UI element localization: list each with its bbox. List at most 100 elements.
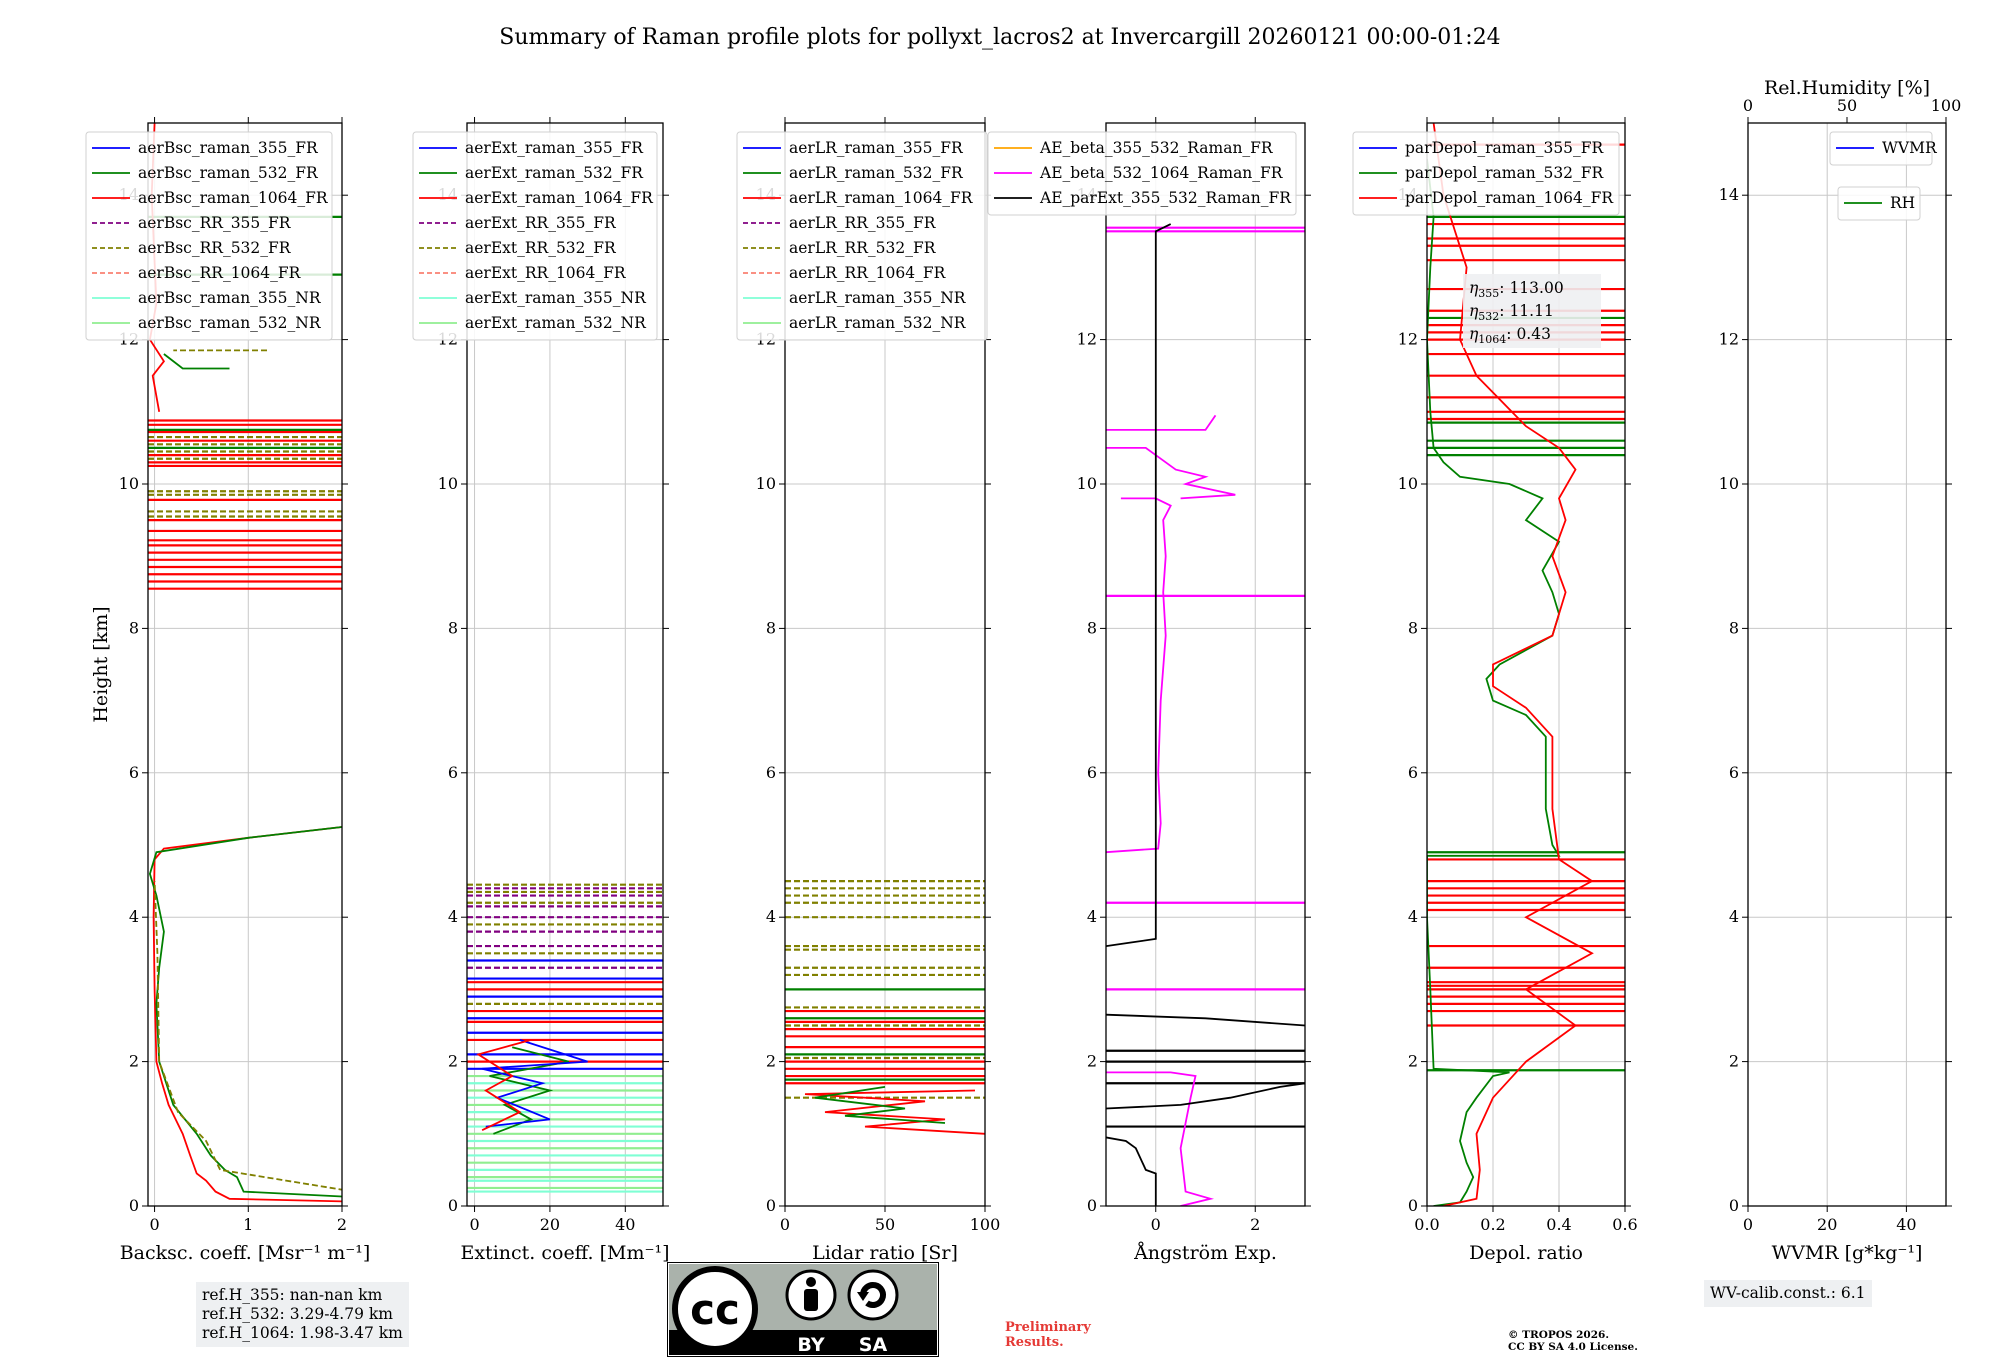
legend-label: aerLR_raman_532_NR xyxy=(789,314,967,332)
y-tick-label: 0 xyxy=(448,1196,458,1215)
series-line xyxy=(148,826,342,1198)
y-tick-label: 4 xyxy=(766,907,776,926)
y-axis-label: Height [km] xyxy=(90,606,112,722)
legend-box xyxy=(1829,131,1933,166)
y-tick-label: 6 xyxy=(129,763,139,782)
series-line xyxy=(481,1039,588,1128)
x-tick-label: 40 xyxy=(1896,1215,1916,1234)
legend-label: parDepol_raman_355_FR xyxy=(1405,139,1605,157)
preliminary-line-2: Results. xyxy=(1005,1335,1064,1350)
preliminary-line-1: Preliminary xyxy=(1005,1320,1091,1335)
x-axis-label: WVMR [g*kg⁻¹] xyxy=(1772,1242,1923,1264)
top-x-tick-label: 0 xyxy=(1743,96,1753,115)
y-tick-label: 6 xyxy=(1729,763,1739,782)
legend: aerExt_raman_355_FR aerExt_raman_532_FRae… xyxy=(412,131,658,341)
x-tick-label: 1 xyxy=(243,1215,253,1234)
x-tick-label: 0 xyxy=(780,1215,790,1234)
legend-box xyxy=(412,131,658,341)
legend: WVMR xyxy=(1829,131,1938,166)
series-line xyxy=(1106,1071,1215,1206)
x-tick-label: 20 xyxy=(1817,1215,1837,1234)
legend-label: aerBsc_RR_1064_FR xyxy=(138,264,302,282)
copyright-line-2: CC BY SA 4.0 License. xyxy=(1508,1341,1638,1353)
legend-label: aerLR_raman_355_NR xyxy=(789,289,967,307)
legend-label: aerLR_raman_355_FR xyxy=(789,139,964,157)
legend-label: aerLR_raman_1064_FR xyxy=(789,189,974,207)
series-line xyxy=(1106,1136,1157,1206)
series-line xyxy=(1432,123,1594,1206)
series-line xyxy=(1106,446,1236,500)
copyright-line-1: © TROPOS 2026. xyxy=(1508,1329,1610,1341)
legend: AE_beta_355_532_Raman_FR AE_beta_532_1064… xyxy=(987,131,1297,216)
legend-label: AE_beta_532_1064_Raman_FR xyxy=(1039,164,1284,182)
cc-logo-text: cc xyxy=(690,1285,740,1334)
legend-label: aerBsc_raman_532_NR xyxy=(138,314,322,332)
data-layer xyxy=(467,883,663,1193)
x-axis-label: Ångström Exp. xyxy=(1133,1242,1277,1264)
y-tick-label: 0 xyxy=(129,1196,139,1215)
y-tick-label: 0 xyxy=(766,1196,776,1215)
eta-label: η355: 113.00 xyxy=(1469,279,1564,300)
legend-label: aerExt_raman_355_FR xyxy=(465,139,644,157)
legend-box xyxy=(85,131,333,341)
y-tick-label: 4 xyxy=(1729,907,1739,926)
wv-calibration-box: WV-calib.const.: 6.1 xyxy=(1704,1280,1872,1307)
y-tick-label: 8 xyxy=(129,618,139,637)
legend-label: aerExt_RR_1064_FR xyxy=(465,264,627,282)
legend-box xyxy=(987,131,1297,216)
series-line xyxy=(153,881,342,1191)
legend-box xyxy=(736,131,988,341)
x-tick-label: 100 xyxy=(970,1215,1001,1234)
series-line xyxy=(1106,1013,1305,1027)
data-layer xyxy=(785,879,985,1135)
legend-label: aerBsc_raman_355_NR xyxy=(138,289,322,307)
series-line xyxy=(1427,158,1561,1206)
axes-frame xyxy=(1426,122,1626,1207)
legend-label: aerExt_raman_355_NR xyxy=(465,289,647,307)
x-tick-label: 0.4 xyxy=(1546,1215,1571,1234)
legend: parDepol_raman_355_FR parDepol_raman_532_… xyxy=(1352,131,1620,216)
legend-label: parDepol_raman_532_FR xyxy=(1405,164,1605,182)
panel-bsc: 02468101214012Backsc. coeff. [Msr⁻¹ m⁻¹]… xyxy=(85,117,370,1264)
reference-height-box: ref.H_355: nan-nan km ref.H_532: 3.29-4.… xyxy=(196,1282,409,1347)
panel-lr: 02468101214050100Lidar ratio [Sr]aerLR_r… xyxy=(736,117,1001,1264)
legend-box xyxy=(1352,131,1620,216)
y-tick-label: 14 xyxy=(1719,185,1739,204)
y-tick-label: 12 xyxy=(1719,330,1739,349)
series-line xyxy=(1106,414,1217,431)
top-axis-label: Rel.Humidity [%] xyxy=(1764,77,1930,99)
axes-frame xyxy=(1105,122,1306,1207)
series-line xyxy=(804,1089,985,1135)
y-tick-label: 0 xyxy=(1408,1196,1418,1215)
y-tick-label: 6 xyxy=(448,763,458,782)
x-tick-label: 40 xyxy=(615,1215,635,1234)
legend-label: aerLR_RR_1064_FR xyxy=(789,264,947,282)
legend-label: aerBsc_raman_355_FR xyxy=(138,139,319,157)
legend-label: aerLR_RR_355_FR xyxy=(789,214,937,232)
y-tick-label: 8 xyxy=(766,618,776,637)
chart-title: Summary of Raman profile plots for polly… xyxy=(499,25,1500,50)
eta-label: η1064: 0.43 xyxy=(1469,325,1551,346)
legend-label: aerBsc_raman_532_FR xyxy=(138,164,319,182)
x-tick-label: 0.0 xyxy=(1414,1215,1439,1234)
y-tick-label: 10 xyxy=(119,474,139,493)
top-x-tick-label: 100 xyxy=(1931,96,1962,115)
y-tick-label: 8 xyxy=(1408,618,1418,637)
x-tick-label: 2 xyxy=(337,1215,347,1234)
series-line xyxy=(152,826,342,1203)
top-x-tick-label: 50 xyxy=(1837,96,1857,115)
legend-label: aerBsc_raman_1064_FR xyxy=(138,189,329,207)
series-line xyxy=(814,1086,946,1124)
series-line xyxy=(1106,1082,1305,1110)
data-layer xyxy=(1106,223,1305,1206)
y-tick-label: 2 xyxy=(1729,1052,1739,1071)
legend: aerBsc_raman_355_FR aerBsc_raman_532_FRae… xyxy=(85,131,333,341)
legend-label: WVMR xyxy=(1882,139,1938,157)
y-tick-label: 10 xyxy=(756,474,776,493)
y-tick-label: 8 xyxy=(448,618,458,637)
x-tick-label: 50 xyxy=(875,1215,895,1234)
legend-label: aerExt_RR_532_FR xyxy=(465,239,617,257)
legend-label: aerExt_raman_532_NR xyxy=(465,314,647,332)
legend-label: aerExt_RR_355_FR xyxy=(465,214,617,232)
